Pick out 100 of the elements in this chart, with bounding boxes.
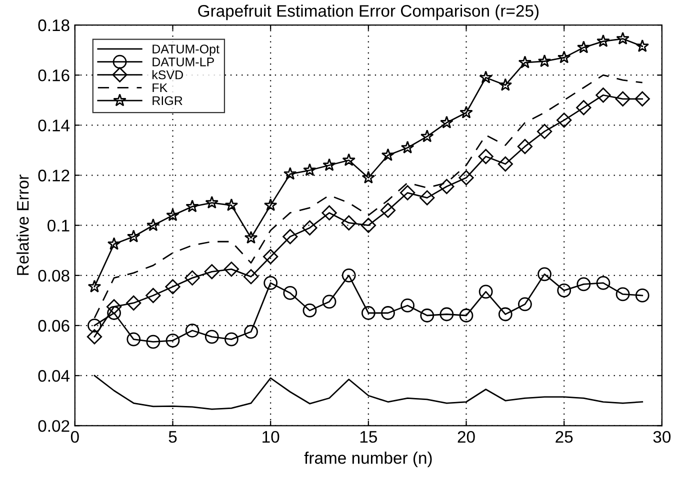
- point: [88, 280, 102, 292]
- point: [224, 262, 240, 277]
- legend-label: FK: [152, 83, 168, 92]
- point: [284, 167, 297, 180]
- y-tick-label: 0.08: [38, 270, 70, 282]
- legend-label: kSVD: [152, 70, 184, 80]
- point: [400, 298, 414, 312]
- point: [400, 185, 416, 200]
- point: [478, 284, 493, 299]
- point: [204, 264, 220, 280]
- legend-label: DATUM-Opt: [152, 44, 220, 56]
- point: [107, 237, 121, 250]
- point: [244, 230, 258, 244]
- point: [439, 178, 454, 194]
- x-tick-label: 10: [262, 430, 280, 443]
- point: [186, 200, 199, 212]
- point: [381, 148, 395, 161]
- point: [498, 156, 513, 172]
- point: [106, 299, 122, 314]
- point: [204, 330, 219, 344]
- point: [400, 140, 414, 154]
- x-tick-label: 0: [70, 430, 79, 443]
- point: [166, 208, 180, 222]
- point: [498, 307, 512, 322]
- point: [459, 308, 474, 322]
- point: [577, 40, 590, 54]
- point: [498, 78, 512, 91]
- point: [224, 198, 238, 212]
- point: [635, 288, 650, 302]
- point: [322, 294, 336, 309]
- point: [302, 304, 317, 318]
- x-axis-title: frame number (n): [304, 452, 432, 468]
- point: [126, 230, 140, 242]
- x-tick-label: 15: [360, 431, 377, 443]
- y-tick-label: 0.04: [38, 370, 70, 382]
- point: [185, 324, 200, 338]
- y-tick-label: 0.12: [38, 170, 70, 182]
- point: [458, 170, 474, 186]
- point: [538, 267, 552, 282]
- point: [420, 308, 434, 322]
- point: [576, 277, 591, 292]
- point: [420, 190, 435, 206]
- point: [205, 196, 219, 209]
- x-tick-label: 5: [168, 431, 177, 443]
- point: [263, 249, 278, 264]
- point: [107, 306, 121, 320]
- y-tick-label: 0.1: [48, 220, 70, 232]
- point: [636, 39, 650, 52]
- y-tick-label: 0.06: [38, 320, 70, 332]
- y-tick-label: 0.14: [38, 120, 70, 132]
- point: [361, 306, 376, 320]
- point: [322, 205, 337, 220]
- x-tick-label: 30: [653, 430, 671, 443]
- point: [244, 324, 258, 339]
- point: [460, 106, 473, 118]
- point: [596, 276, 610, 290]
- point: [362, 170, 376, 184]
- point: [576, 100, 592, 116]
- point: [341, 215, 356, 230]
- y-axis-title: Relative Error: [16, 174, 29, 275]
- point: [478, 148, 494, 164]
- y-tick-label: 0.02: [38, 420, 70, 432]
- point: [302, 220, 318, 236]
- point: [616, 287, 630, 302]
- point: [440, 307, 454, 322]
- y-tick-label: 0.16: [38, 69, 70, 82]
- point: [86, 329, 102, 344]
- x-tick-label: 25: [556, 430, 573, 443]
- point: [381, 306, 395, 320]
- point: [380, 202, 396, 218]
- point: [360, 218, 376, 233]
- point: [146, 334, 160, 349]
- y-tick-label: 0.18: [38, 19, 70, 32]
- point: [440, 116, 454, 128]
- point: [596, 88, 611, 103]
- point: [615, 91, 630, 106]
- point: [342, 268, 356, 282]
- point: [557, 284, 572, 298]
- point: [126, 295, 142, 311]
- point: [303, 163, 316, 176]
- point: [536, 124, 552, 140]
- point: [166, 334, 180, 348]
- point: [596, 34, 610, 48]
- point: [88, 318, 102, 332]
- point: [420, 130, 434, 142]
- point: [165, 279, 180, 294]
- x-tick-label: 20: [458, 430, 475, 443]
- point: [479, 70, 492, 84]
- legend-label: RIGR: [152, 96, 182, 106]
- point: [243, 269, 259, 284]
- point: [146, 218, 160, 232]
- point: [538, 54, 552, 68]
- chart-title: Grapefruit Estimation Error Comparison (r=25): [198, 4, 539, 20]
- point: [557, 50, 571, 64]
- legend-label: DATUM-LP: [152, 58, 214, 66]
- point: [184, 270, 200, 286]
- point: [126, 332, 141, 346]
- point: [556, 112, 572, 128]
- point: [283, 286, 298, 300]
- point: [634, 91, 650, 106]
